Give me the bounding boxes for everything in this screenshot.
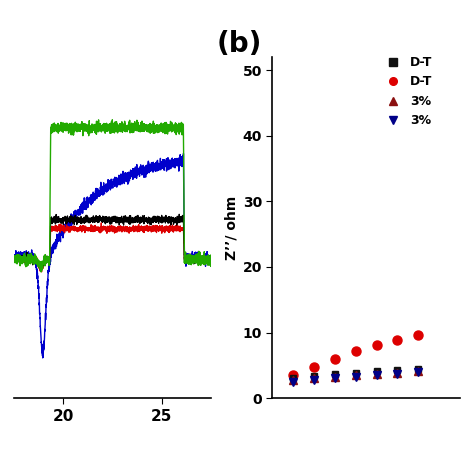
Text: (b): (b)	[216, 29, 262, 57]
Legend: D-T, D-T, 3%, 3%: D-T, D-T, 3%, 3%	[382, 56, 432, 128]
Y-axis label: Z’’/ ohm: Z’’/ ohm	[225, 195, 238, 260]
